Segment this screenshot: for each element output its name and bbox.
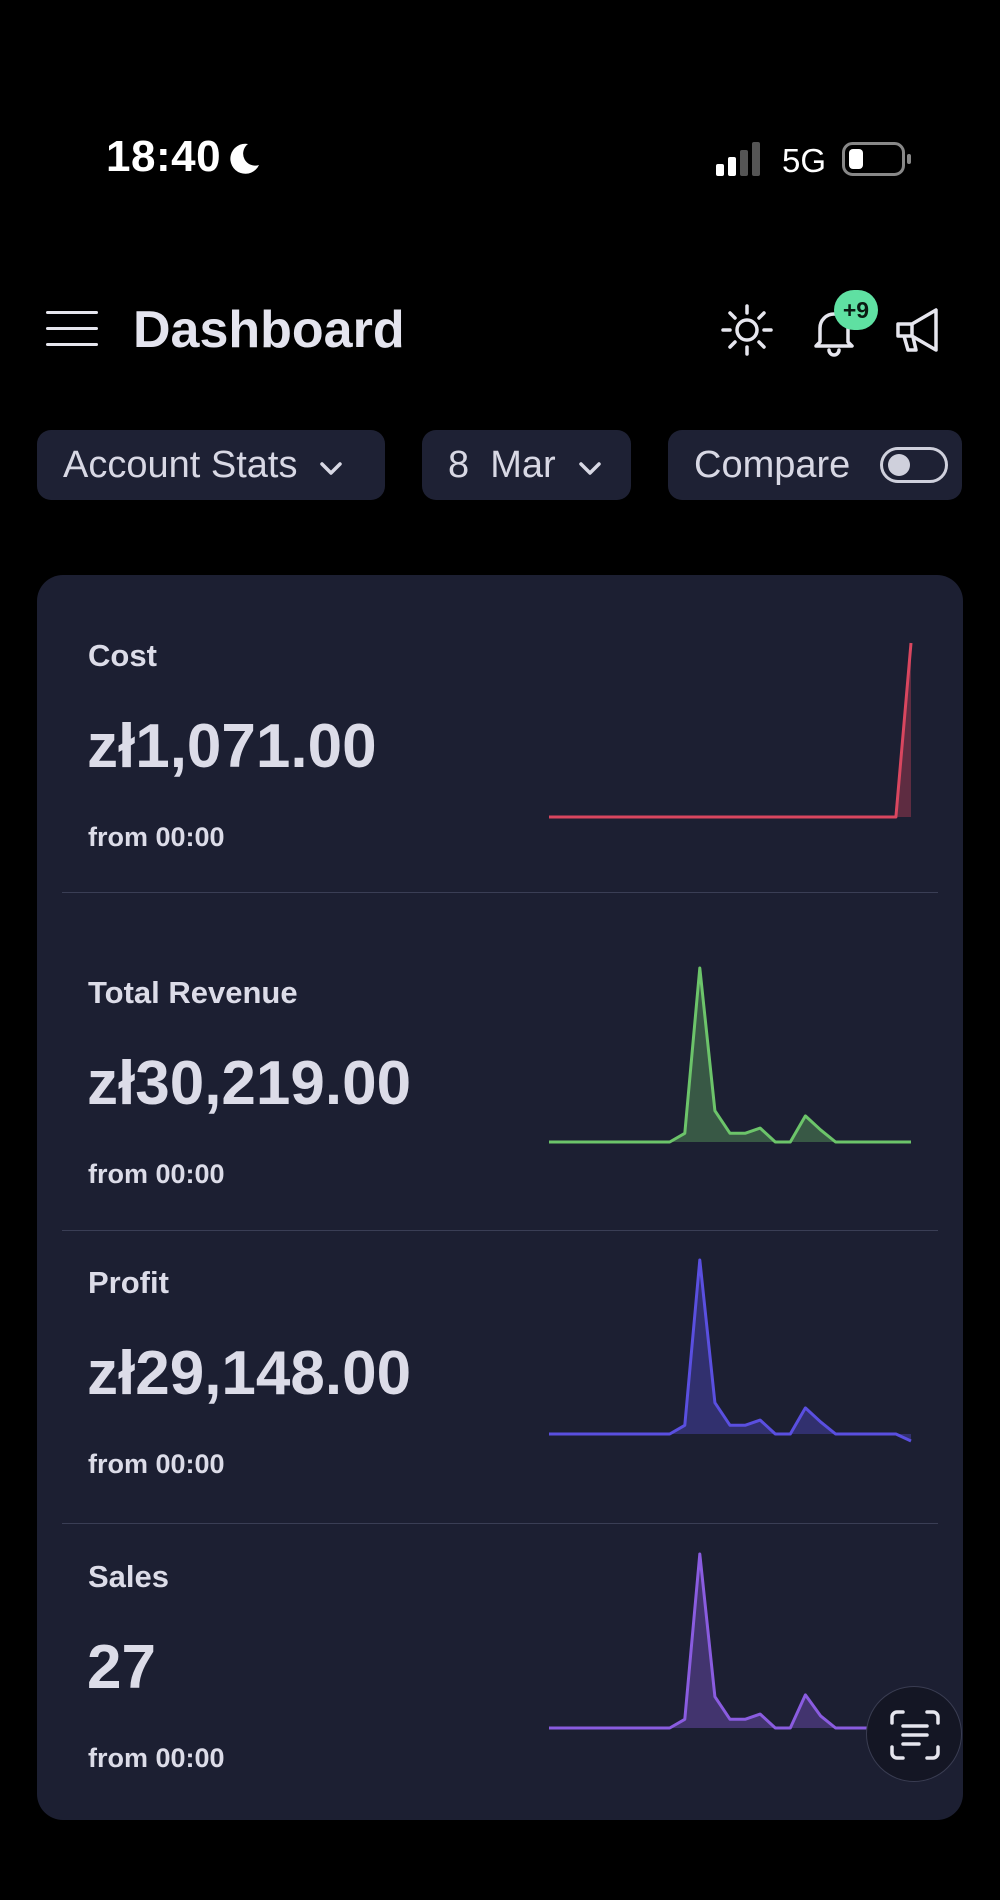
sparkline-area [549,968,911,1142]
status-bar: 18:40 5G [0,0,1000,220]
sparkline-sales [549,1552,911,1730]
stat-label: Sales [88,1559,170,1594]
date-select-label: 8 Mar [448,443,556,486]
sparkline-area [549,1554,911,1728]
status-time: 18:40 [106,132,222,181]
stat-label: Cost [88,638,157,673]
notification-badge: +9 [834,290,878,330]
text-scan-button[interactable] [866,1686,962,1782]
moon-icon [226,141,262,182]
sparkline-line [549,642,913,819]
stat-value: zł30,219.00 [87,1049,412,1118]
toggle-knob [888,454,910,476]
stats-card: Cost zł1,071.00 from 00:00 Total Revenue… [37,575,963,1820]
compare-control: Compare [668,430,962,500]
sparkline-total-revenue [549,966,911,1144]
menu-button[interactable] [46,311,98,349]
menu-icon-line [46,327,98,330]
divider [62,892,938,893]
sparkline-area [549,1260,911,1441]
sun-icon[interactable] [719,302,775,358]
stat-subtitle: from 00:00 [88,1449,225,1479]
text-scan-icon [890,1710,940,1760]
chevron-down-icon [578,444,602,487]
filter-bar: Account Stats 8 Mar Compare [0,430,1000,500]
sparkline-line [549,1552,911,1730]
stat-value: zł29,148.00 [87,1339,412,1408]
divider [62,1523,938,1524]
stat-label: Profit [88,1265,169,1300]
menu-icon-line [46,343,98,346]
chevron-down-icon [319,444,343,487]
stat-subtitle: from 00:00 [88,822,225,852]
page-title: Dashboard [133,301,405,359]
app-header: Dashboard +9 [0,290,1000,370]
stat-label: Total Revenue [88,975,298,1010]
sparkline-profit [549,1258,912,1443]
account-select[interactable]: Account Stats [37,430,385,500]
divider [62,1230,938,1231]
sparkline-line [549,1258,912,1443]
network-type: 5G [782,142,827,179]
megaphone-icon[interactable] [892,302,948,358]
sparkline-cost [549,642,913,819]
date-select[interactable]: 8 Mar [422,430,631,500]
compare-toggle[interactable] [880,447,948,483]
stat-value: 27 [87,1633,156,1702]
menu-icon-line [46,311,98,314]
account-select-label: Account Stats [63,443,298,486]
sparkline-area [549,643,911,817]
battery-icon [842,142,914,181]
compare-label: Compare [694,443,851,486]
sparkline-line [549,966,911,1144]
stat-subtitle: from 00:00 [88,1743,225,1773]
stat-subtitle: from 00:00 [88,1159,225,1189]
stat-value: zł1,071.00 [87,712,377,781]
signal-icon [716,142,766,181]
